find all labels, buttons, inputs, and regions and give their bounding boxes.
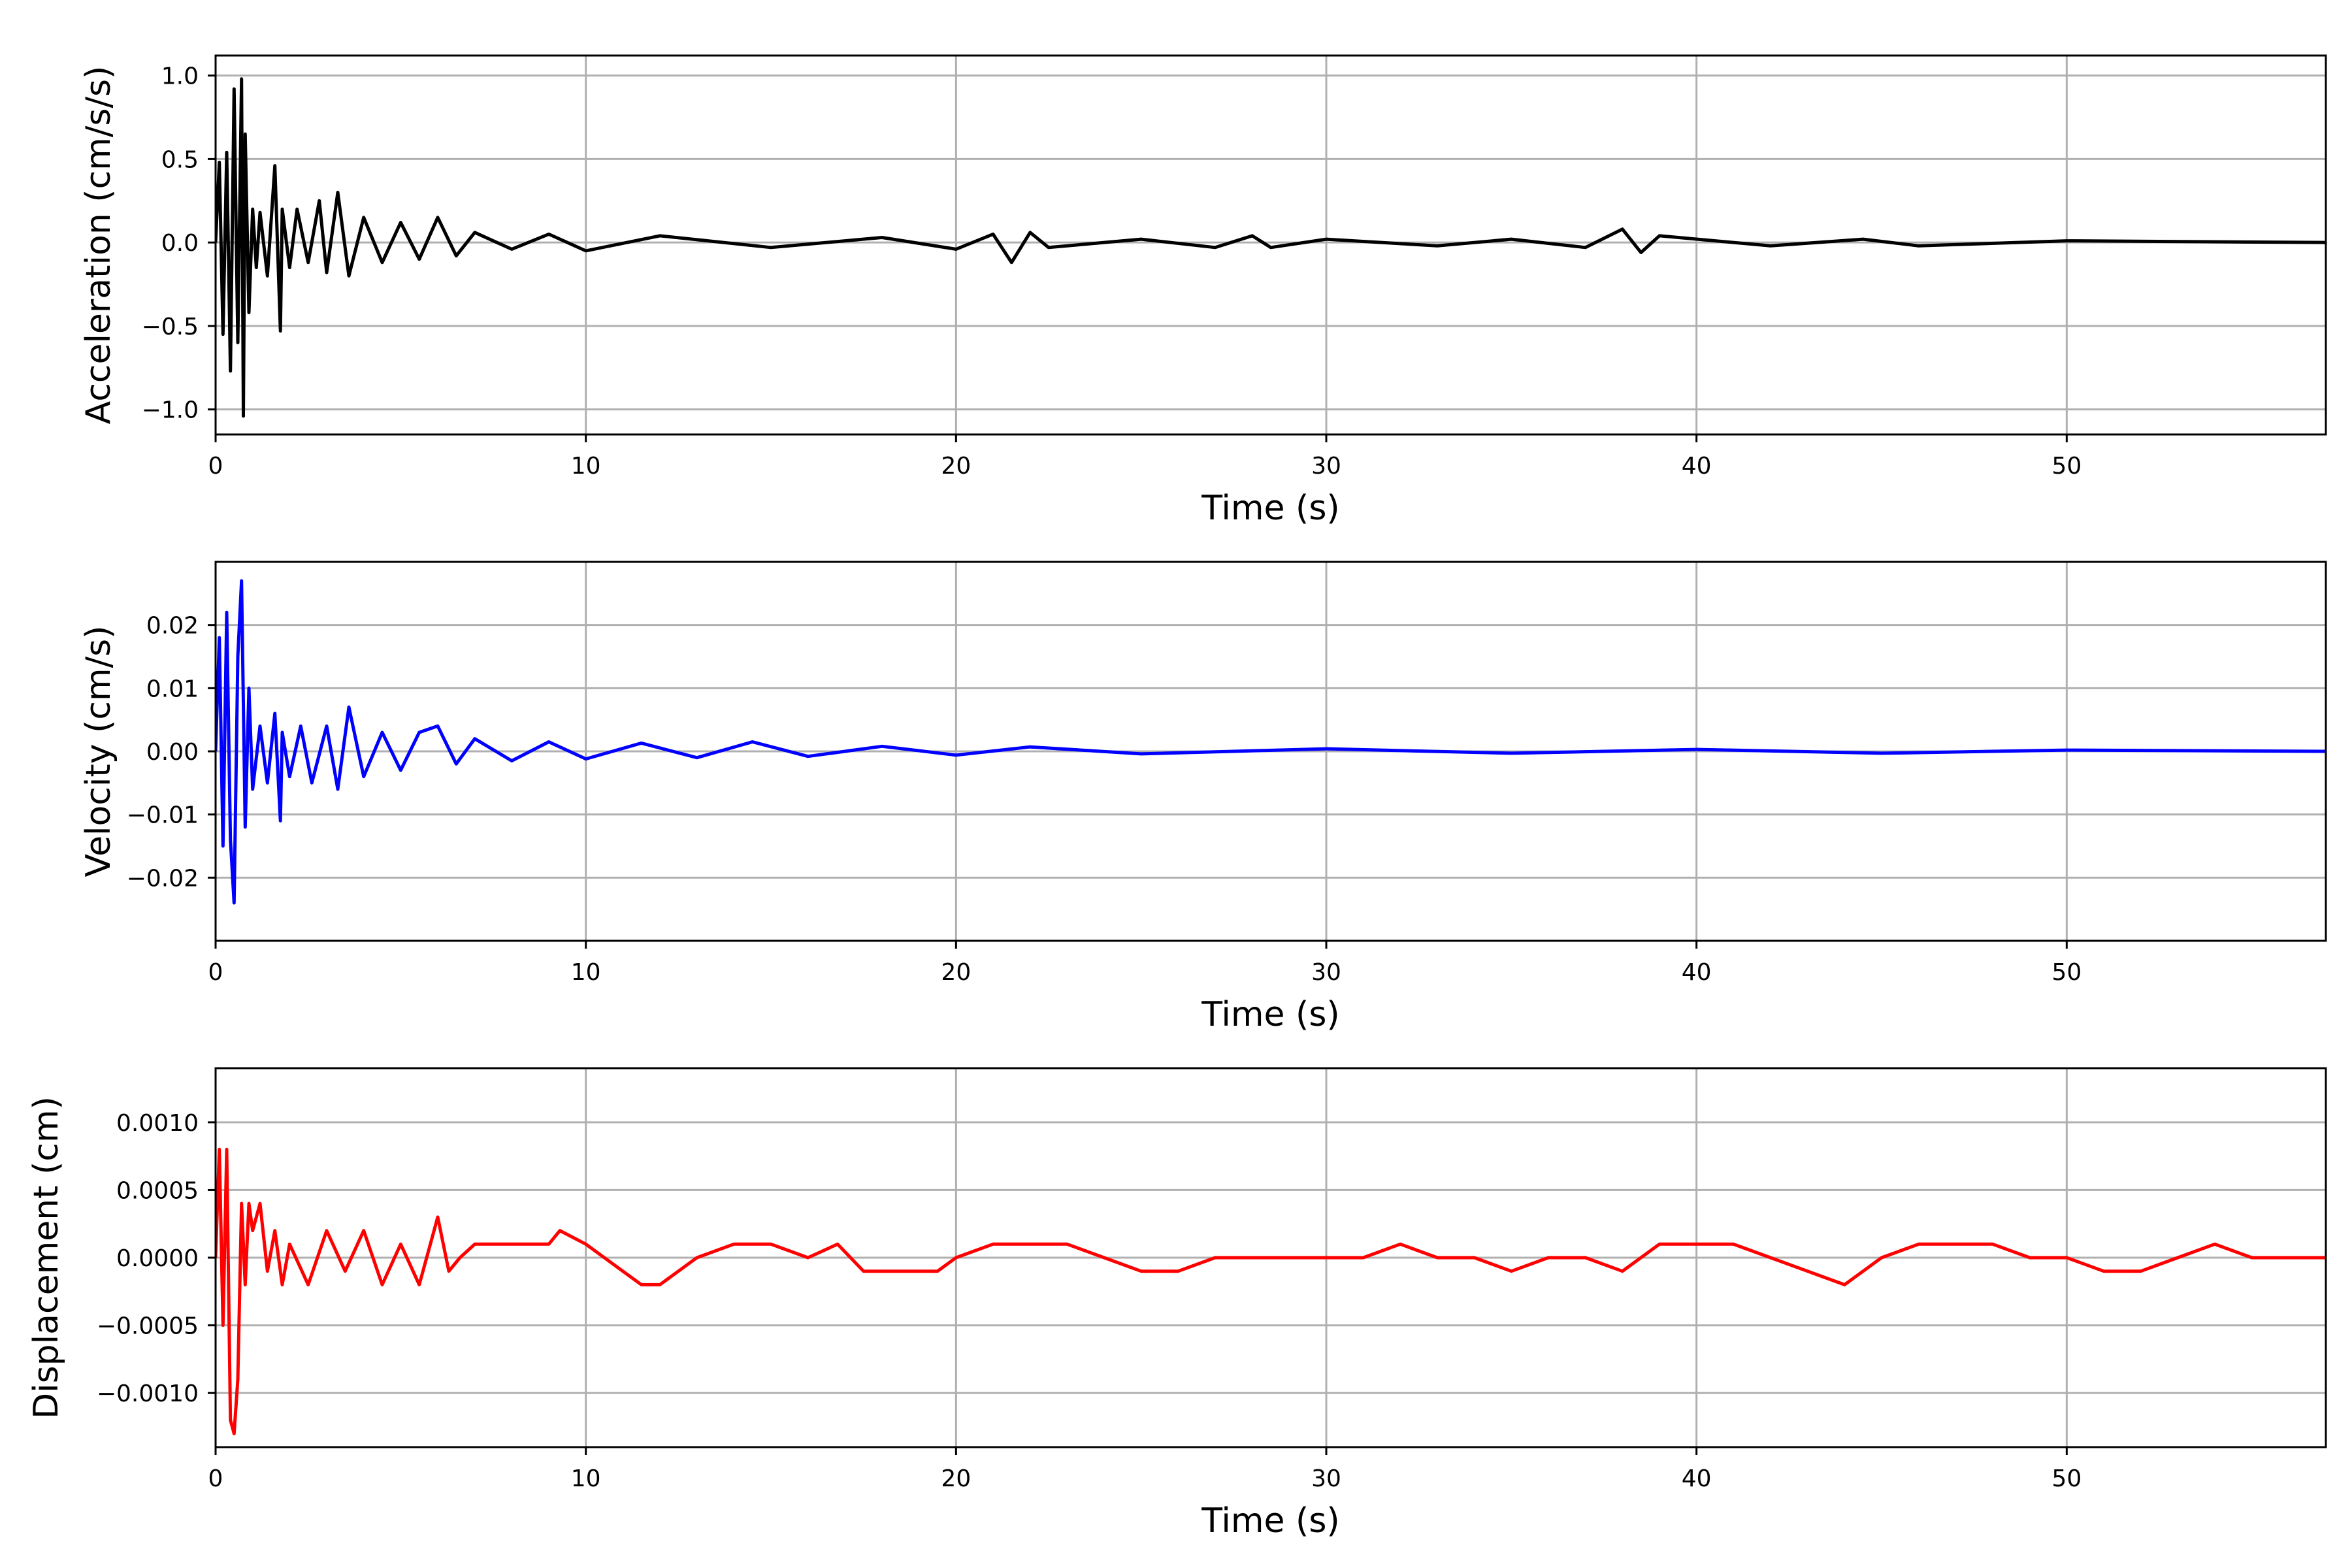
series-line xyxy=(216,77,2326,418)
subplot-panels: 0 10 20 30 40 50 −1.0 −0.5 0.0 0.5 1.0 Time (s) Acce… xyxy=(27,54,2327,1541)
subplot-2: 0 10 20 30 40 50 −0.02 −0.01 0.00 0.01 0.02 Time (s… xyxy=(79,561,2327,1034)
x-tick-label: 30 xyxy=(1311,453,1341,480)
x-tick-label: 30 xyxy=(1311,959,1341,986)
x-tick-label: 40 xyxy=(1682,959,1712,986)
y-axis-label: Displacement (cm) xyxy=(27,1096,66,1419)
y-tick-label: −0.01 xyxy=(127,802,199,829)
y-axis-label: Acceleration (cm/s/s) xyxy=(79,66,118,425)
y-tick-label: −0.0010 xyxy=(97,1380,199,1407)
y-tick-label: 0.02 xyxy=(146,613,199,640)
y-tick-label: −0.02 xyxy=(127,865,199,892)
x-tick-label: 10 xyxy=(571,959,601,986)
y-tick-label: 0.0005 xyxy=(116,1177,199,1204)
x-tick-label: 10 xyxy=(571,453,601,480)
y-tick-label: −0.5 xyxy=(142,314,199,340)
x-tick-label: 50 xyxy=(2051,1465,2082,1492)
x-tick-label: 20 xyxy=(941,959,971,986)
plot-frame xyxy=(214,54,2327,436)
x-axis-label: Time (s) xyxy=(1201,995,1339,1034)
x-tick-label: 10 xyxy=(571,1465,601,1492)
x-tick-label: 50 xyxy=(2051,959,2082,986)
y-axis-label: Velocity (cm/s) xyxy=(79,626,118,877)
subplot-3: 0 10 20 30 40 50 −0.0010 −0.0005 0.0000 0.0005 0.0… xyxy=(27,1067,2327,1541)
x-tick-label: 40 xyxy=(1682,1465,1712,1492)
x-axis-label: Time (s) xyxy=(1201,1501,1339,1541)
x-tick-label: 50 xyxy=(2051,453,2082,480)
x-tick-label: 20 xyxy=(941,453,971,480)
y-tick-label: 1.0 xyxy=(161,63,199,90)
x-tick-label: 0 xyxy=(208,959,223,986)
y-tick-label: −0.0005 xyxy=(97,1313,199,1340)
series-line xyxy=(216,1147,2326,1435)
y-tick-label: 0.01 xyxy=(146,676,199,702)
x-axis-label: Time (s) xyxy=(1201,489,1339,528)
y-tick-label: 0.5 xyxy=(161,146,199,173)
x-tick-label: 20 xyxy=(941,1465,971,1492)
x-tick-label: 40 xyxy=(1682,453,1712,480)
y-tick-label: 0.0000 xyxy=(116,1245,199,1272)
y-tick-label: 0.0 xyxy=(161,230,199,257)
y-tick-label: 0.00 xyxy=(146,739,199,766)
x-tick-label: 0 xyxy=(208,1465,223,1492)
y-tick-label: 0.0010 xyxy=(116,1110,199,1137)
subplot-1: 0 10 20 30 40 50 −1.0 −0.5 0.0 0.5 1.0 Time (s) Acce… xyxy=(79,54,2327,528)
x-tick-label: 0 xyxy=(208,453,223,480)
series-line xyxy=(216,579,2326,905)
y-tick-label: −1.0 xyxy=(142,397,199,424)
x-tick-label: 30 xyxy=(1311,1465,1341,1492)
